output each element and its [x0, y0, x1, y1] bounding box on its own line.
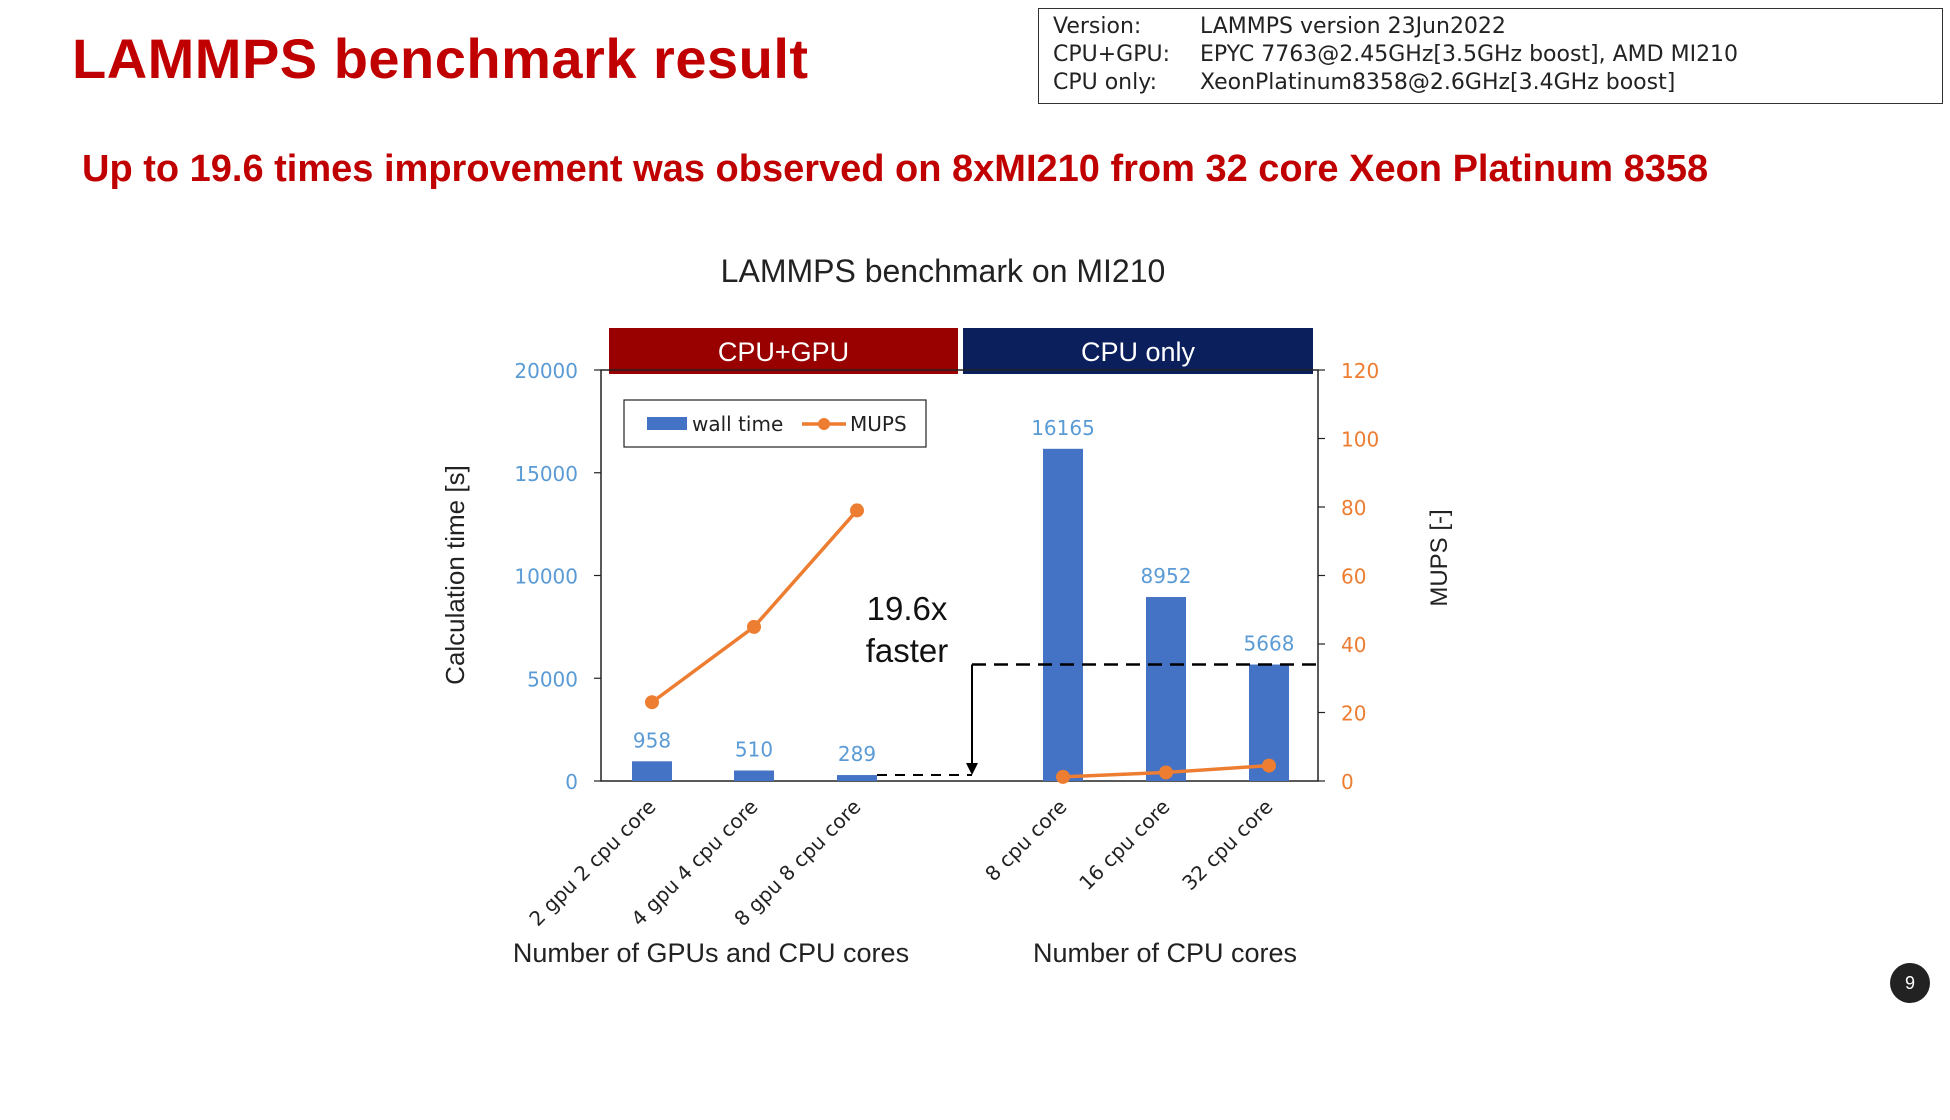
y2-tick-label: 100 [1341, 428, 1379, 452]
bar [1043, 448, 1083, 781]
bar-value-label: 289 [838, 742, 876, 766]
slide-title: LAMMPS benchmark result [72, 27, 809, 90]
bar [1146, 597, 1186, 781]
spec-row-cpu-gpu: CPU+GPU: EPYC 7763@2.45GHz[3.5GHz boost]… [1053, 41, 1928, 69]
bar [734, 770, 774, 781]
y2-tick-label: 20 [1341, 702, 1366, 726]
spec-value: LAMMPS version 23Jun2022 [1200, 14, 1506, 39]
mups-marker [850, 503, 864, 518]
mups-marker [747, 619, 761, 634]
legend-swatch-marker [818, 418, 830, 430]
mups-marker [1056, 769, 1070, 784]
spec-box: Version: LAMMPS version 23Jun2022 CPU+GP… [1038, 8, 1943, 104]
spec-key: CPU+GPU: [1053, 42, 1170, 67]
group-header [963, 328, 1313, 374]
spec-row-cpu-only: CPU only: XeonPlatinum8358@2.6GHz[3.4GHz… [1053, 69, 1928, 97]
annotation-line: faster [866, 632, 949, 669]
y-tick-label: 5000 [527, 667, 578, 691]
y-tick-label: 15000 [514, 462, 578, 486]
bar-value-label: 510 [735, 738, 773, 762]
legend-label: MUPS [850, 412, 907, 436]
y2-tick-label: 80 [1341, 496, 1366, 520]
bar-value-label: 8952 [1141, 564, 1192, 588]
spec-row-version: Version: LAMMPS version 23Jun2022 [1053, 13, 1928, 41]
annotation-line: 19.6x [867, 590, 948, 627]
y2-tick-label: 120 [1341, 359, 1379, 383]
legend-swatch-bar [647, 417, 687, 430]
x-axis-label: Number of CPU cores [1033, 938, 1297, 968]
bar-value-label: 958 [633, 728, 671, 752]
group-header [609, 328, 958, 374]
y2-tick-label: 60 [1341, 565, 1366, 589]
spec-value: XeonPlatinum8358@2.6GHz[3.4GHz boost] [1200, 70, 1676, 95]
y2-tick-label: 0 [1341, 770, 1354, 794]
spec-value: EPYC 7763@2.45GHz[3.5GHz boost], AMD MI2… [1200, 42, 1739, 67]
y-tick-label: 0 [565, 770, 578, 794]
y-tick-label: 10000 [514, 565, 578, 589]
y2-tick-label: 40 [1341, 633, 1366, 657]
bar-value-label: 5668 [1244, 632, 1295, 656]
mups-marker [1159, 765, 1173, 780]
legend-label: wall time [692, 412, 783, 436]
chart-title: LAMMPS benchmark on MI210 [721, 253, 1166, 289]
page-number: 9 [1890, 963, 1930, 1003]
group-header-label: CPU+GPU [718, 337, 849, 367]
x-axis-label: Number of GPUs and CPU cores [513, 938, 909, 968]
y2-axis-label: MUPS [-] [1426, 509, 1453, 606]
spec-key: Version: [1053, 14, 1142, 39]
mups-marker [645, 695, 659, 710]
slide-subtitle: Up to 19.6 times improvement was observe… [82, 148, 1709, 190]
bar [632, 761, 672, 781]
spec-key: CPU only: [1053, 70, 1158, 95]
y-tick-label: 20000 [514, 359, 578, 383]
x-tick-label: 16 cpu core [1074, 795, 1174, 895]
x-tick-label: 32 cpu core [1177, 795, 1277, 895]
group-header-label: CPU only [1081, 337, 1196, 367]
y-axis-label: Calculation time [s] [440, 465, 470, 685]
mups-line [650, 509, 859, 704]
bar-value-label: 16165 [1031, 416, 1095, 440]
speedup-arrowhead [966, 763, 978, 776]
x-tick-label: 8 cpu core [980, 795, 1071, 886]
bar [837, 775, 877, 781]
mups-marker [1262, 758, 1276, 773]
